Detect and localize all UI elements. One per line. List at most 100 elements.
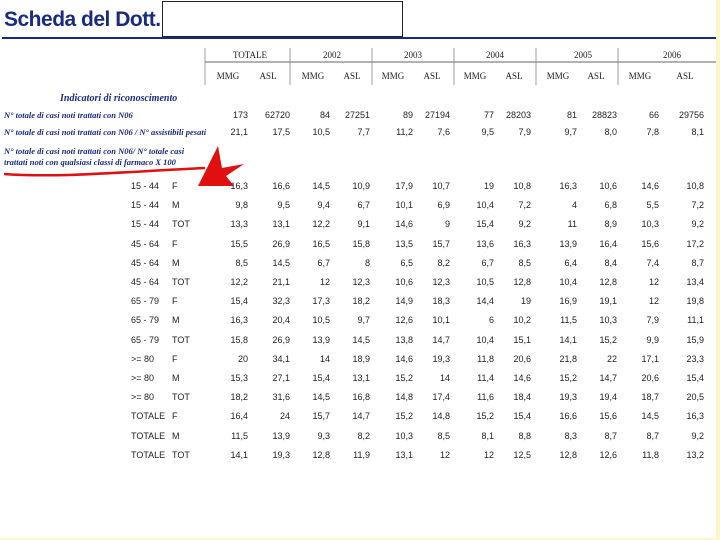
cell: 6,7 bbox=[317, 257, 330, 268]
cell: 14,1 bbox=[230, 449, 248, 460]
cell: 13,6 bbox=[476, 238, 494, 249]
cell: 13,2 bbox=[686, 449, 704, 460]
cell: 15,4 bbox=[312, 373, 330, 383]
cell: 4 bbox=[571, 200, 577, 211]
cell: 24 bbox=[279, 411, 290, 422]
cell: 14 bbox=[319, 353, 330, 364]
age-group: 15 - 44 bbox=[131, 219, 160, 230]
cell: 8,0 bbox=[604, 127, 617, 137]
cell: 20,4 bbox=[272, 315, 290, 326]
indicator-label: N° totale di casi noti trattati con N06 … bbox=[4, 127, 207, 137]
cell: 11,4 bbox=[477, 373, 494, 383]
sex: M bbox=[172, 315, 180, 326]
cell: 13,9 bbox=[312, 334, 330, 345]
cell: 15,3 bbox=[230, 373, 248, 383]
cell: 14,7 bbox=[352, 411, 370, 422]
section-label: Indicatori di riconoscimento bbox=[60, 93, 178, 104]
age-group: >= 80 bbox=[131, 353, 155, 364]
cell: 6,4 bbox=[564, 257, 577, 268]
cell: 11,9 bbox=[353, 449, 370, 460]
age-group: 15 - 44 bbox=[131, 200, 160, 211]
sex: TOT bbox=[172, 392, 190, 403]
cell: 16,4 bbox=[599, 238, 617, 249]
cell: 9,1 bbox=[357, 219, 370, 230]
cell: 19 bbox=[520, 296, 531, 307]
cell: 8,5 bbox=[437, 430, 450, 441]
cell: 84 bbox=[319, 110, 330, 120]
cell: 8,2 bbox=[437, 257, 450, 268]
cell: 12,3 bbox=[352, 277, 370, 287]
cell: 12,6 bbox=[599, 449, 617, 460]
cell: 6,5 bbox=[400, 257, 413, 268]
cell: 12,3 bbox=[432, 277, 450, 287]
age-group: >= 80 bbox=[131, 392, 155, 403]
age-group: TOTALE bbox=[131, 449, 166, 460]
cell: 15,4 bbox=[686, 373, 704, 383]
cell: 14,5 bbox=[272, 257, 290, 268]
cell: 15,1 bbox=[513, 334, 531, 345]
column-sub: ASL bbox=[259, 71, 277, 81]
cell: 10,3 bbox=[395, 430, 413, 441]
column-dividers bbox=[204, 48, 619, 85]
cell: 17,9 bbox=[395, 181, 413, 191]
cell: 15,4 bbox=[230, 296, 248, 307]
sex: M bbox=[172, 257, 180, 268]
age-group: 45 - 64 bbox=[131, 238, 160, 249]
cell: 23,3 bbox=[686, 353, 704, 364]
cell: 15,2 bbox=[599, 334, 617, 345]
cell: 19,8 bbox=[686, 296, 704, 307]
cell: 10,5 bbox=[312, 315, 330, 326]
cell: 7,8 bbox=[646, 127, 659, 137]
cell: 16,3 bbox=[686, 411, 704, 422]
column-sub: MMG bbox=[463, 71, 487, 81]
cell: 20,6 bbox=[641, 373, 659, 383]
cell: 62720 bbox=[264, 110, 290, 120]
cell: 11,5 bbox=[560, 315, 577, 326]
column-sub: MMG bbox=[628, 71, 652, 81]
cell: 15,4 bbox=[513, 411, 531, 422]
cell: 15,6 bbox=[599, 411, 617, 422]
column-year: 2004 bbox=[486, 50, 504, 60]
cell: 10,2 bbox=[513, 315, 531, 326]
sex: TOT bbox=[172, 449, 190, 460]
cell: 14,8 bbox=[395, 392, 413, 403]
cell: 8,2 bbox=[357, 430, 370, 441]
cell: 15,8 bbox=[352, 238, 370, 249]
cell: 27,1 bbox=[272, 373, 290, 383]
cell: 10,8 bbox=[513, 181, 531, 191]
cell: 11,2 bbox=[396, 127, 413, 137]
cell: 18,2 bbox=[230, 392, 248, 403]
cell: 10,9 bbox=[352, 181, 370, 191]
cell: 9,2 bbox=[691, 430, 704, 441]
cell: 77 bbox=[483, 110, 494, 120]
cell: 34,1 bbox=[272, 353, 290, 364]
cell: 13,5 bbox=[395, 238, 413, 249]
cell: 10,4 bbox=[559, 277, 577, 287]
cell: 11,8 bbox=[642, 449, 659, 460]
sex: TOT bbox=[172, 277, 190, 287]
cell: 21,8 bbox=[559, 353, 577, 364]
cell: 12,8 bbox=[513, 277, 531, 287]
cell: 12,8 bbox=[599, 277, 617, 287]
cell: 14,8 bbox=[432, 411, 450, 422]
cell: 9,5 bbox=[277, 200, 290, 211]
cell: 14,9 bbox=[395, 296, 413, 307]
age-group: 65 - 79 bbox=[131, 334, 160, 345]
cell: 10,1 bbox=[432, 315, 450, 326]
column-sub: ASL bbox=[505, 71, 523, 81]
cell: 19 bbox=[483, 181, 494, 191]
cell: 9,7 bbox=[564, 127, 577, 137]
cell: 15,7 bbox=[312, 411, 330, 422]
age-group: 15 - 44 bbox=[131, 181, 160, 191]
cell: 7,2 bbox=[518, 200, 531, 211]
cell: 19,3 bbox=[432, 353, 450, 364]
cell: 28823 bbox=[591, 110, 617, 120]
cell: 16,4 bbox=[230, 411, 248, 422]
cell: 32,3 bbox=[272, 296, 290, 307]
cell: 9,4 bbox=[317, 200, 330, 211]
cell: 13,9 bbox=[272, 430, 290, 441]
cell: 12 bbox=[648, 277, 659, 287]
cell: 8,4 bbox=[604, 257, 617, 268]
